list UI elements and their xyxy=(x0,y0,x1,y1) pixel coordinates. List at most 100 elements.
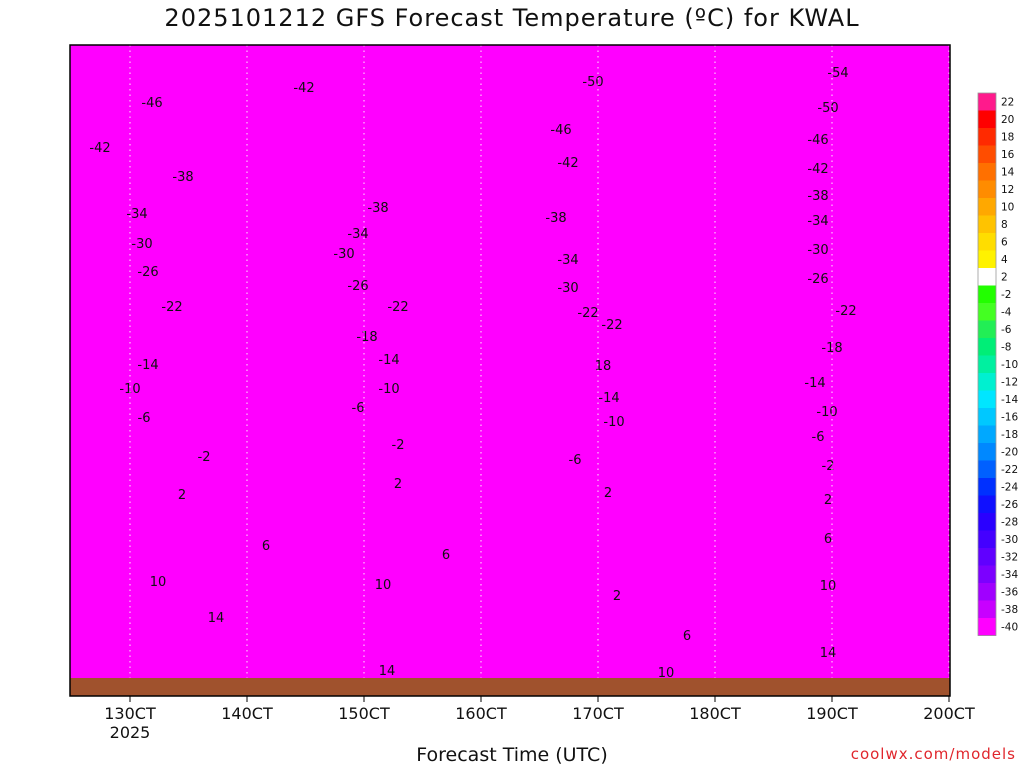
field-cell xyxy=(70,640,82,648)
field-cell xyxy=(323,381,335,389)
field-cell xyxy=(103,563,115,571)
field-cell xyxy=(290,234,302,242)
field-cell xyxy=(400,332,412,340)
field-cell xyxy=(510,507,522,515)
field-cell xyxy=(587,465,599,473)
field-cell xyxy=(367,248,379,256)
field-cell xyxy=(587,458,599,466)
field-cell xyxy=(642,206,654,214)
field-cell xyxy=(532,283,544,291)
field-cell xyxy=(477,549,489,557)
field-cell xyxy=(609,507,621,515)
field-cell xyxy=(510,577,522,585)
field-cell xyxy=(653,192,665,200)
field-cell xyxy=(576,563,588,571)
field-cell xyxy=(378,598,390,606)
field-cell xyxy=(576,332,588,340)
field-cell xyxy=(499,584,511,592)
field-cell xyxy=(642,80,654,88)
field-cell xyxy=(312,325,324,333)
field-cell xyxy=(180,507,192,515)
field-cell xyxy=(312,591,324,599)
field-cell xyxy=(587,367,599,375)
field-cell xyxy=(400,87,412,95)
field-cell xyxy=(642,619,654,627)
field-cell xyxy=(246,290,258,298)
field-cell xyxy=(433,661,445,669)
field-cell xyxy=(642,171,654,179)
field-cell xyxy=(224,458,236,466)
field-cell xyxy=(70,73,82,81)
field-cell xyxy=(213,598,225,606)
field-cell xyxy=(598,514,610,522)
field-cell xyxy=(345,416,357,424)
field-cell xyxy=(290,52,302,60)
field-cell xyxy=(224,136,236,144)
field-cell xyxy=(158,598,170,606)
field-cell xyxy=(136,227,148,235)
field-cell xyxy=(587,52,599,60)
field-cell xyxy=(576,136,588,144)
field-cell xyxy=(235,283,247,291)
field-cell xyxy=(631,570,643,578)
field-cell xyxy=(510,206,522,214)
field-cell xyxy=(136,297,148,305)
field-cell xyxy=(224,507,236,515)
field-cell xyxy=(81,283,93,291)
field-cell xyxy=(103,661,115,669)
field-cell xyxy=(378,108,390,116)
field-cell xyxy=(158,73,170,81)
field-cell xyxy=(290,283,302,291)
field-cell xyxy=(147,206,159,214)
field-cell xyxy=(620,269,632,277)
field-cell xyxy=(422,136,434,144)
field-cell xyxy=(543,311,555,319)
field-cell xyxy=(400,129,412,137)
field-cell xyxy=(400,633,412,641)
field-cell xyxy=(268,241,280,249)
field-cell xyxy=(411,381,423,389)
field-cell xyxy=(136,143,148,151)
field-cell xyxy=(653,255,665,263)
field-cell xyxy=(642,507,654,515)
field-cell xyxy=(81,451,93,459)
field-cell xyxy=(477,654,489,662)
field-cell xyxy=(92,241,104,249)
field-cell xyxy=(554,213,566,221)
field-cell xyxy=(169,353,181,361)
field-cell xyxy=(510,171,522,179)
field-cell xyxy=(466,213,478,221)
field-cell xyxy=(114,122,126,130)
field-cell xyxy=(356,87,368,95)
field-cell xyxy=(290,325,302,333)
field-cell xyxy=(70,598,82,606)
field-cell xyxy=(92,472,104,480)
field-cell xyxy=(587,255,599,263)
field-cell xyxy=(246,311,258,319)
field-cell xyxy=(565,500,577,508)
field-cell xyxy=(521,374,533,382)
field-cell xyxy=(422,444,434,452)
field-cell xyxy=(367,213,379,221)
field-cell xyxy=(92,318,104,326)
field-cell xyxy=(455,311,467,319)
field-cell xyxy=(532,521,544,529)
field-cell xyxy=(81,248,93,256)
field-cell xyxy=(224,276,236,284)
field-cell xyxy=(103,472,115,480)
field-cell xyxy=(543,570,555,578)
field-cell xyxy=(422,122,434,130)
field-cell xyxy=(543,381,555,389)
field-cell xyxy=(411,108,423,116)
field-cell xyxy=(543,563,555,571)
field-cell xyxy=(620,206,632,214)
field-cell xyxy=(334,213,346,221)
field-cell xyxy=(180,528,192,536)
field-cell xyxy=(411,577,423,585)
field-cell xyxy=(224,150,236,158)
field-cell xyxy=(620,437,632,445)
field-cell xyxy=(521,353,533,361)
field-cell xyxy=(136,66,148,74)
field-cell xyxy=(114,367,126,375)
field-cell xyxy=(345,556,357,564)
